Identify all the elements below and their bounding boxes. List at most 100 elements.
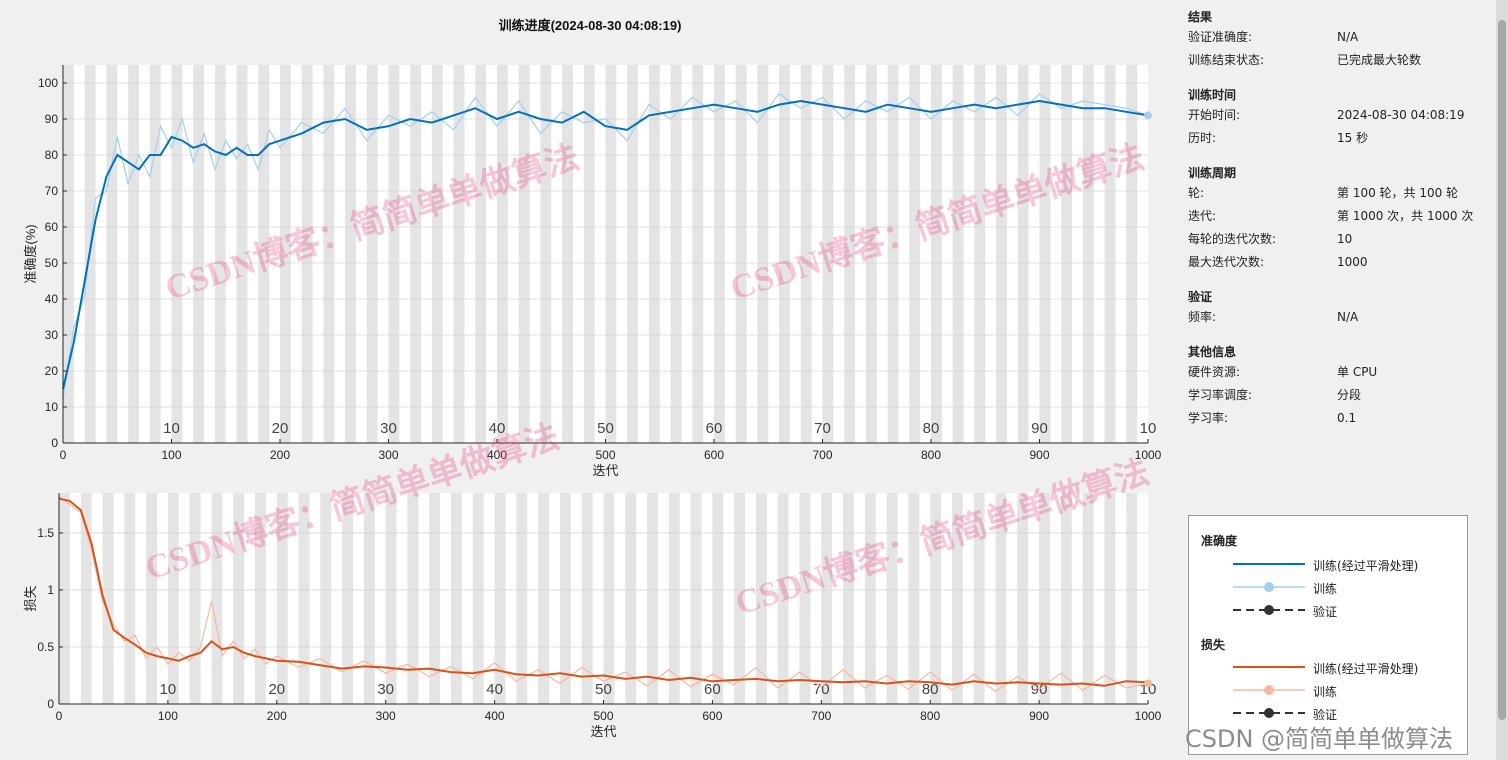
data-point xyxy=(561,122,563,124)
epoch-band xyxy=(149,65,161,443)
data-point xyxy=(254,655,256,657)
data-point xyxy=(156,646,158,648)
legend-loss-smooth: 训练(经过平滑处理) xyxy=(1229,658,1459,676)
data-point xyxy=(322,122,324,124)
epoch-band xyxy=(996,65,1007,443)
data-point xyxy=(539,132,542,134)
legend-acc-val: 验证 xyxy=(1229,601,1459,619)
data-point xyxy=(101,600,104,602)
data-point xyxy=(951,684,953,686)
epoch-band xyxy=(193,65,205,443)
data-point xyxy=(648,104,650,106)
info-value: N/A xyxy=(1337,30,1359,44)
data-point xyxy=(232,640,234,642)
epoch-label: 70 xyxy=(813,681,830,698)
data-point xyxy=(101,595,104,597)
data-point xyxy=(713,104,715,106)
epoch-band xyxy=(518,65,530,443)
data-point xyxy=(518,111,520,113)
x-tick-label: 900 xyxy=(1029,709,1049,723)
data-point xyxy=(257,154,259,156)
data-point xyxy=(453,129,455,131)
x-tick-label: 600 xyxy=(704,448,724,462)
data-point xyxy=(646,676,648,678)
data-point xyxy=(842,681,844,683)
info-value: 第 100 轮，共 100 轮 xyxy=(1337,186,1459,200)
y-tick-label: 70 xyxy=(45,184,59,198)
epoch-band xyxy=(124,493,136,704)
epoch-band xyxy=(887,65,899,443)
data-point xyxy=(583,122,585,124)
epoch-band xyxy=(1017,493,1029,704)
epoch-band xyxy=(1104,493,1116,704)
epoch-band xyxy=(410,65,422,443)
data-point xyxy=(301,132,303,134)
data-point xyxy=(515,673,517,675)
x-tick-label: 700 xyxy=(812,448,832,462)
data-point xyxy=(385,666,387,669)
data-point xyxy=(887,104,889,106)
epoch-band xyxy=(844,65,856,443)
info-value: 10 xyxy=(1337,232,1353,246)
data-point xyxy=(800,100,802,102)
info-section-title: 验证 xyxy=(1188,290,1213,304)
epoch-band xyxy=(298,493,310,704)
data-point xyxy=(1104,104,1106,106)
epoch-band xyxy=(843,493,854,704)
epoch-band xyxy=(734,493,746,704)
legend-loss-title: 损失 xyxy=(1201,638,1226,652)
epoch-band xyxy=(757,65,769,443)
data-point xyxy=(951,689,953,691)
data-point xyxy=(145,652,147,654)
data-point xyxy=(127,161,129,163)
y-tick-label: 1 xyxy=(47,583,54,597)
data-point xyxy=(225,140,227,142)
epoch-band xyxy=(363,493,375,704)
data-point xyxy=(581,676,583,678)
y-tick-label: 60 xyxy=(45,220,59,234)
y-tick-label: 10 xyxy=(45,400,59,414)
epoch-band xyxy=(1104,65,1116,443)
epoch-band xyxy=(865,65,877,443)
epoch-band xyxy=(211,493,223,704)
epoch-band xyxy=(63,65,74,443)
vertical-scrollbar[interactable] xyxy=(1496,0,1508,760)
epoch-band xyxy=(777,493,789,704)
legend-loss-val-label: 验证 xyxy=(1313,708,1338,722)
data-point xyxy=(561,111,563,113)
data-point xyxy=(221,655,223,657)
epoch-band xyxy=(1039,65,1051,443)
data-point xyxy=(602,680,605,682)
data-point xyxy=(626,129,628,131)
info-section-title: 训练时间 xyxy=(1188,88,1237,102)
data-point xyxy=(1103,685,1106,687)
scrollbar-thumb[interactable] xyxy=(1498,20,1506,720)
data-point xyxy=(777,687,779,689)
epoch-label: 20 xyxy=(272,420,289,437)
epoch-band xyxy=(559,493,571,704)
data-point xyxy=(1125,680,1127,682)
epoch-band xyxy=(366,65,378,443)
info-value: 已完成最大轮数 xyxy=(1337,53,1422,67)
y-tick-label: 0 xyxy=(51,436,58,450)
epoch-band xyxy=(388,65,400,443)
data-point xyxy=(690,686,692,688)
data-point xyxy=(1017,114,1019,116)
y-tick-label: 1.5 xyxy=(37,526,54,540)
info-value: N/A xyxy=(1337,310,1359,324)
data-point xyxy=(363,660,365,662)
data-point xyxy=(112,629,115,631)
epoch-band xyxy=(342,493,354,704)
data-point xyxy=(322,132,324,134)
data-point xyxy=(192,161,194,163)
epoch-label: 10 xyxy=(1140,420,1157,437)
data-point xyxy=(297,666,300,669)
epoch-band xyxy=(497,65,508,443)
data-point xyxy=(363,665,365,667)
data-point xyxy=(800,107,802,109)
last-point-marker xyxy=(1144,111,1152,120)
x-tick-label: 500 xyxy=(595,448,615,462)
epoch-label: 50 xyxy=(597,420,614,437)
epoch-label: 30 xyxy=(380,420,397,437)
epoch-band xyxy=(973,493,985,704)
